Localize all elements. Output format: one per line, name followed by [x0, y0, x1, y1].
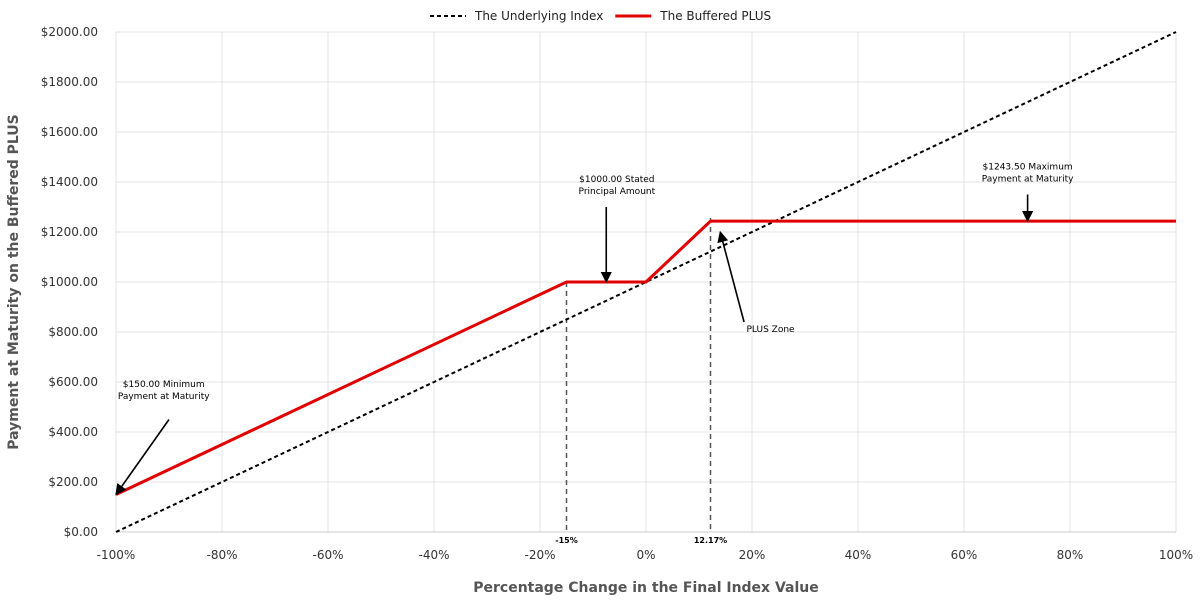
reference-line-label: 12.17%: [694, 536, 727, 545]
x-tick-label: -60%: [312, 548, 343, 562]
y-tick-label: $1000.00: [41, 275, 98, 289]
x-tick-label: 0%: [636, 548, 655, 562]
series-layer: [115, 31, 1177, 533]
legend-label: The Underlying Index: [474, 9, 603, 23]
x-tick-label: -100%: [97, 548, 136, 562]
y-tick-label: $800.00: [48, 325, 98, 339]
legend-label: The Buffered PLUS: [659, 9, 771, 23]
annotation-label-line: Payment at Maturity: [982, 175, 1074, 185]
series-line: [115, 31, 1177, 533]
annotation-label-line: Principal Amount: [579, 187, 656, 197]
x-tick-label: -20%: [524, 548, 555, 562]
annotation-label: $1000.00 Stated Principal Amount: [579, 175, 656, 197]
y-tick-label: $400.00: [48, 425, 98, 439]
axes: -100% -80% -60% -40% -20% 0% 20% 40% 60% 80% 100% $…: [41, 25, 1193, 562]
y-tick-label: $200.00: [48, 475, 98, 489]
annotation-arrow: [115, 419, 170, 496]
x-tick-label: 40%: [845, 548, 872, 562]
series-line: [115, 219, 1176, 496]
x-axis-title: Percentage Change in the Final Index Val…: [473, 580, 819, 596]
reference-lines: -15% 12.17%: [555, 218, 727, 545]
x-tick-label: 20%: [739, 548, 766, 562]
reference-line-label: -15%: [555, 536, 577, 545]
annotation-label: $150.00 Minimum Payment at Maturity: [118, 380, 210, 402]
x-tick-label: -80%: [206, 548, 237, 562]
annotation-label-line: PLUS Zone: [747, 325, 796, 335]
x-tick-label: 100%: [1159, 548, 1193, 562]
legend: The Underlying Index The Buffered PLUS: [430, 9, 771, 23]
x-tick-label: 80%: [1057, 548, 1084, 562]
annotation-label-line: $1000.00 Stated: [579, 175, 654, 185]
x-tick-label: -40%: [418, 548, 449, 562]
annotation-label-line: Payment at Maturity: [118, 392, 210, 402]
y-axis-title: Payment at Maturity on the Buffered PLUS: [6, 114, 22, 449]
y-tick-label: $600.00: [48, 375, 98, 389]
y-tick-label: $0.00: [64, 525, 98, 539]
annotations: $1000.00 Stated Principal Amount $1243.50 …: [115, 163, 1074, 496]
annotation-label-line: $1243.50 Maximum: [983, 163, 1073, 173]
y-tick-label: $1600.00: [41, 125, 98, 139]
annotation-label: $1243.50 Maximum Payment at Maturity: [982, 163, 1074, 185]
annotation-label: PLUS Zone: [747, 325, 796, 335]
annotation-arrow: [717, 230, 745, 323]
annotation-label-line: $150.00 Minimum: [123, 380, 205, 390]
y-tick-label: $1200.00: [41, 225, 98, 239]
y-tick-label: $1400.00: [41, 175, 98, 189]
x-tick-label: 60%: [951, 548, 978, 562]
y-tick-label: $1800.00: [41, 75, 98, 89]
y-tick-label: $2000.00: [41, 25, 98, 39]
